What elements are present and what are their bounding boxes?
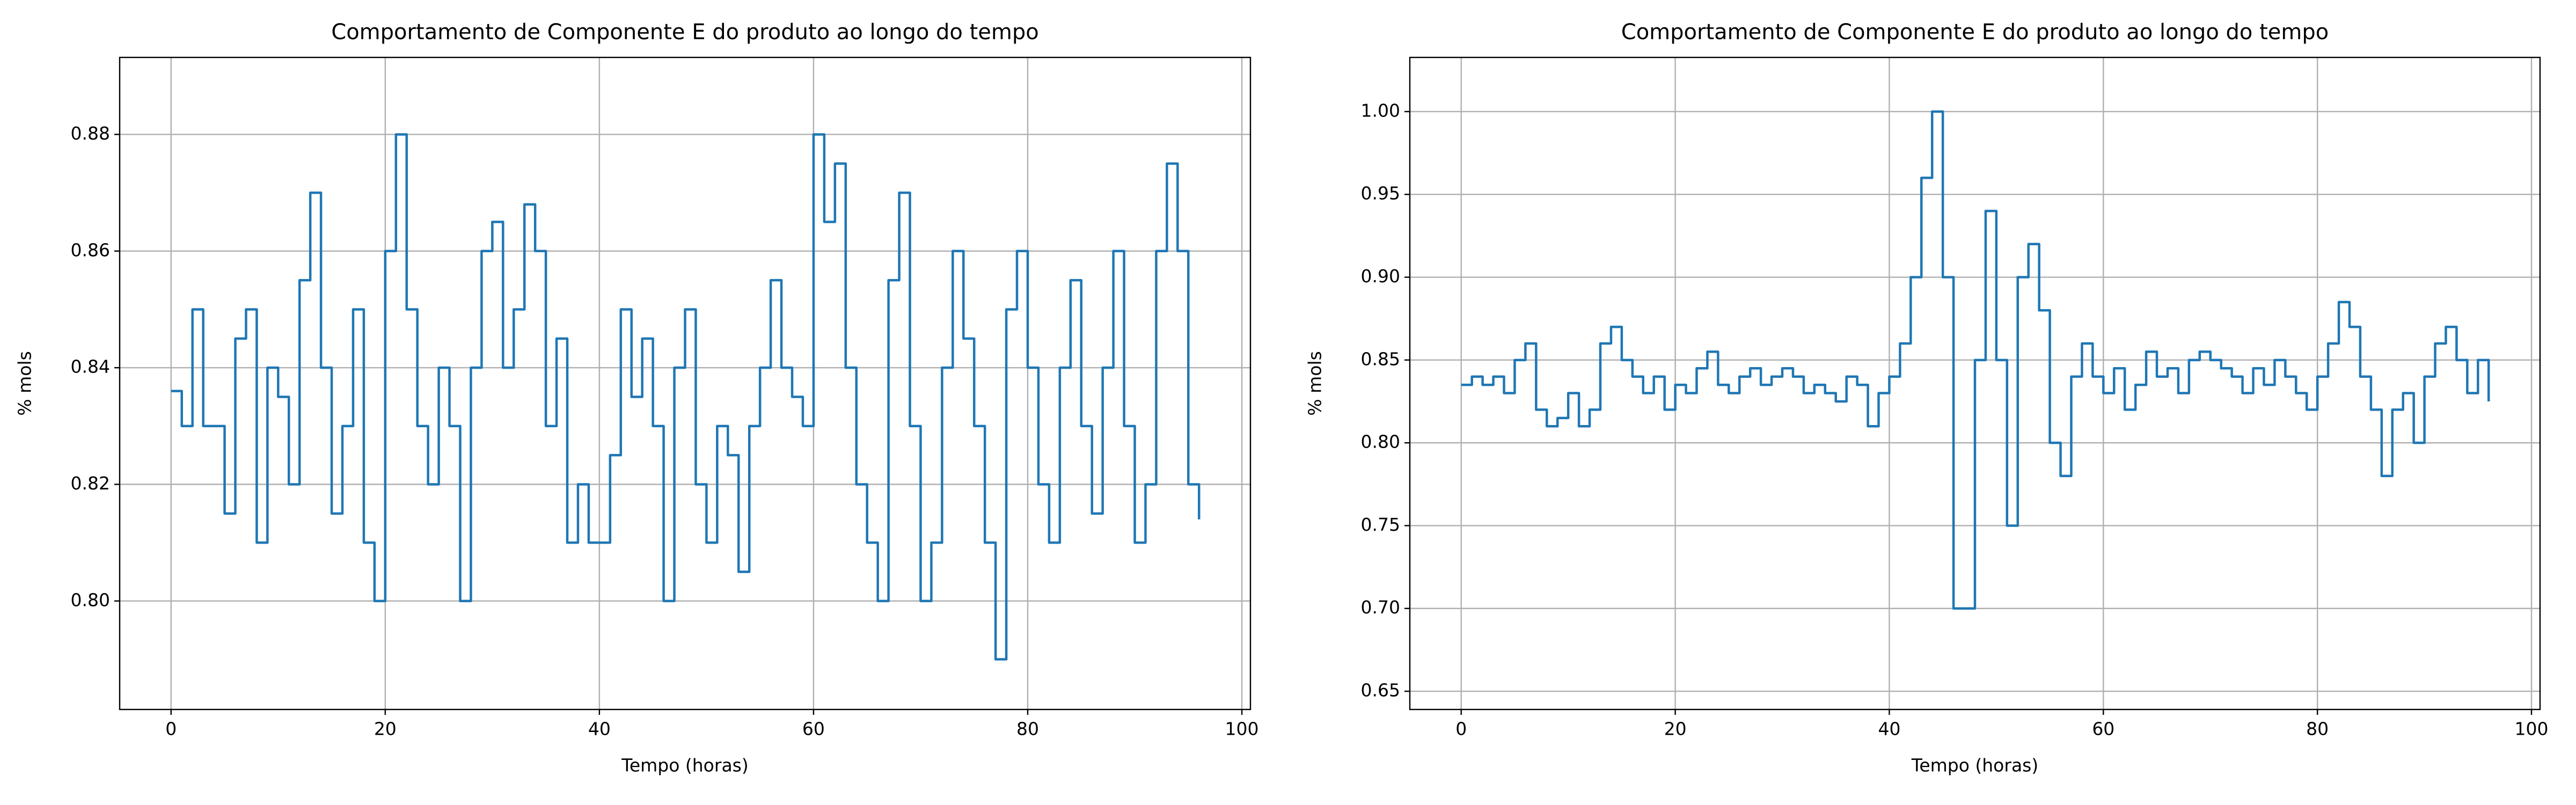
x-tick-label: 40	[588, 719, 611, 740]
x-tick-label: 60	[802, 719, 825, 740]
y-tick-label: 0.65	[1361, 680, 1400, 701]
y-tick-label: 0.95	[1361, 183, 1400, 204]
chart-title: Comportamento de Componente E do produto…	[1621, 20, 2329, 45]
y-tick-label: 0.82	[71, 473, 110, 494]
y-tick-label: 0.75	[1361, 514, 1400, 535]
y-axis-label: % mols	[1305, 351, 1326, 416]
y-tick-label: 0.80	[1361, 431, 1400, 452]
x-tick-label: 0	[165, 719, 177, 740]
y-axis-label: % mols	[14, 351, 35, 416]
x-axis-label: Tempo (horas)	[621, 755, 748, 776]
plot-frame	[119, 56, 1252, 711]
x-tick-label: 100	[1225, 719, 1259, 740]
y-tick-label: 0.90	[1361, 266, 1400, 287]
x-tick-label: 20	[374, 719, 397, 740]
x-tick-label: 40	[1878, 719, 1900, 740]
x-tick-label: 80	[2306, 719, 2329, 740]
y-tick-label: 1.00	[1361, 100, 1400, 121]
x-tick-label: 20	[1664, 719, 1687, 740]
data-line	[1461, 110, 2490, 610]
x-tick-label: 100	[2515, 719, 2549, 740]
chart-title: Comportamento de Componente E do produto…	[331, 20, 1038, 45]
y-tick-label: 0.86	[71, 239, 110, 260]
y-tick-label: 0.88	[71, 123, 110, 144]
x-tick-label: 80	[1016, 719, 1039, 740]
plot-frame	[1409, 56, 2541, 711]
x-axis-label: Tempo (horas)	[1911, 755, 2038, 776]
y-tick-label: 0.70	[1361, 597, 1400, 618]
y-tick-label: 0.85	[1361, 348, 1400, 369]
x-tick-label: 60	[2092, 719, 2114, 740]
x-tick-label: 0	[1455, 719, 1467, 740]
data-line	[171, 133, 1201, 661]
y-tick-label: 0.80	[71, 589, 110, 610]
y-tick-label: 0.84	[71, 356, 110, 377]
